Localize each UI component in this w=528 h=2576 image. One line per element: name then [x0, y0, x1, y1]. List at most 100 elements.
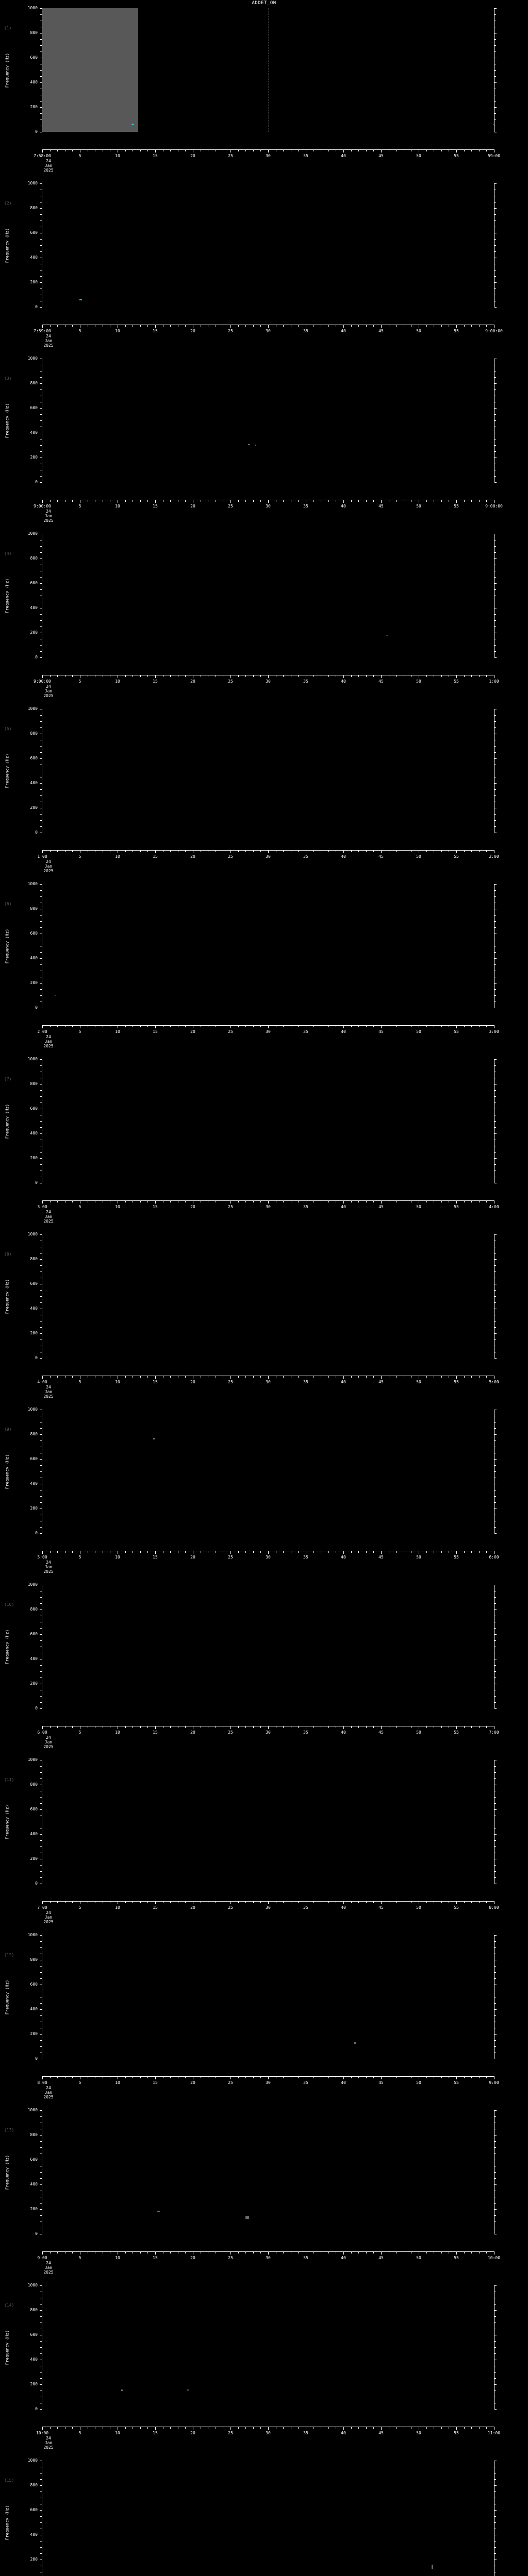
x-tick-minor: [328, 325, 329, 327]
y-tick-minor: [40, 1302, 42, 1303]
spectrogram-plot-area[interactable]: [42, 1935, 494, 2059]
x-tick-minor: [464, 1026, 465, 1027]
x-tick-minor: [125, 500, 126, 502]
x-tick-major: [230, 851, 231, 853]
x-tick-minor: [373, 150, 374, 151]
y-tick-minor: [40, 1471, 42, 1472]
spectrogram-plot-area[interactable]: [42, 2285, 494, 2409]
y-tick-label: 0: [35, 1355, 38, 1360]
x-tick-minor: [125, 2252, 126, 2253]
x-tick-minor: [373, 2252, 374, 2253]
x-tick-minor: [373, 325, 374, 327]
x-tick-minor: [125, 2427, 126, 2429]
y-tick-label: 800: [30, 1081, 38, 1086]
y-axis-label: Frequency (Hz): [5, 53, 10, 88]
spectrogram-plot-area[interactable]: [42, 2110, 494, 2234]
spectrogram-plot-area[interactable]: [42, 1585, 494, 1708]
spectrogram-plot-area[interactable]: [42, 8, 494, 132]
y-tick-minor: [40, 45, 42, 46]
y-tick-label: 600: [30, 1281, 38, 1286]
y-tick-minor: [40, 721, 42, 722]
spectrogram-plot-area[interactable]: [42, 2461, 494, 2576]
x-tick-minor: [57, 1201, 58, 1202]
y-tick-label: 400: [30, 1832, 38, 1836]
x-tick-label: 40: [341, 854, 346, 859]
x-tick-label-start: 8:00: [37, 2080, 47, 2085]
y-tick-minor-right: [494, 451, 496, 452]
x-tick-minor: [260, 1726, 261, 1728]
detection-marker: [354, 2042, 356, 2044]
y-tick-minor: [40, 389, 42, 390]
y-tick-label: 800: [30, 1257, 38, 1261]
y-tick-minor-right: [494, 2316, 496, 2317]
x-tick-minor: [147, 1902, 148, 1903]
y-tick-major-right: [494, 2310, 497, 2311]
x-tick-label: 25: [228, 1555, 233, 1560]
x-tick-minor: [238, 675, 239, 677]
x-axis-date-label: 24 Jan 2025: [43, 159, 54, 173]
y-tick-minor: [40, 2516, 42, 2517]
spectrogram-plot-area[interactable]: [42, 884, 494, 1008]
spectrogram-plot-area[interactable]: [42, 534, 494, 657]
x-tick-label: 25: [228, 679, 233, 684]
x-tick-minor: [125, 1026, 126, 1027]
x-tick-minor: [426, 325, 427, 327]
y-tick-minor-right: [494, 1640, 496, 1641]
y-tick-major-right: [494, 2009, 497, 2010]
x-tick-minor: [366, 675, 367, 677]
y-tick-minor: [40, 626, 42, 627]
panel-index-label: (7): [4, 1077, 12, 1081]
y-tick-minor: [40, 1871, 42, 1872]
spectrogram-plot-area[interactable]: [42, 1234, 494, 1358]
x-tick-label-start: 1:00: [37, 854, 47, 859]
x-tick-label: 5: [78, 2431, 81, 2435]
x-tick-minor: [328, 500, 329, 502]
spectrogram-plot-area[interactable]: [42, 359, 494, 482]
x-tick-label-start: 9:00:00: [34, 679, 51, 684]
spectrogram-plot-area[interactable]: [42, 1760, 494, 1884]
spectrogram-plot-area[interactable]: [42, 183, 494, 307]
x-axis-date-label: 24 Jan 2025: [43, 1035, 54, 1048]
x-tick-minor: [125, 1902, 126, 1903]
spectrogram-plot-area[interactable]: [42, 1059, 494, 1183]
x-tick-label: 20: [190, 1555, 195, 1560]
y-tick-minor-right: [494, 1972, 496, 1973]
x-tick-major: [456, 1376, 457, 1379]
y-tick-minor-right: [494, 1966, 496, 1967]
x-tick-label: 40: [341, 329, 346, 333]
x-tick-minor: [478, 1201, 480, 1202]
y-tick-minor-right: [494, 614, 496, 615]
y-tick-label: 600: [30, 756, 38, 760]
x-tick-minor: [373, 1376, 374, 1378]
x-tick-minor: [147, 325, 148, 327]
y-tick-minor-right: [494, 645, 496, 646]
y-tick-label: 400: [30, 605, 38, 610]
x-tick-minor: [358, 1902, 359, 1903]
x-tick-minor: [351, 675, 352, 677]
x-tick-label: 10: [115, 1905, 120, 1910]
y-tick-label: 1000: [27, 706, 38, 711]
x-tick-label: 35: [303, 1730, 308, 1735]
y-tick-label: 200: [30, 105, 38, 109]
x-tick-minor: [486, 1726, 487, 1728]
y-tick-major-right: [494, 783, 497, 784]
y-tick-minor-right: [494, 1471, 496, 1472]
x-tick-label: 45: [378, 1029, 384, 1034]
x-tick-label: 45: [378, 1730, 384, 1735]
y-tick-minor: [40, 2522, 42, 2523]
y-tick-label: 200: [30, 630, 38, 635]
y-tick-minor: [40, 915, 42, 916]
y-tick-major: [40, 558, 42, 559]
x-tick-minor: [238, 1902, 239, 1903]
x-tick-minor: [245, 2252, 246, 2253]
y-axis-label: Frequency (Hz): [5, 1104, 10, 1139]
x-tick-minor: [358, 1201, 359, 1202]
x-tick-label: 50: [416, 504, 421, 509]
spectrogram-plot-area[interactable]: [42, 1410, 494, 1533]
x-tick-label: 50: [416, 1205, 421, 1209]
x-tick-label-end: 1:00: [489, 679, 499, 684]
y-tick-minor-right: [494, 76, 496, 77]
x-tick-label: 30: [266, 1555, 271, 1560]
x-tick-minor: [147, 2427, 148, 2429]
spectrogram-plot-area[interactable]: [42, 709, 494, 833]
